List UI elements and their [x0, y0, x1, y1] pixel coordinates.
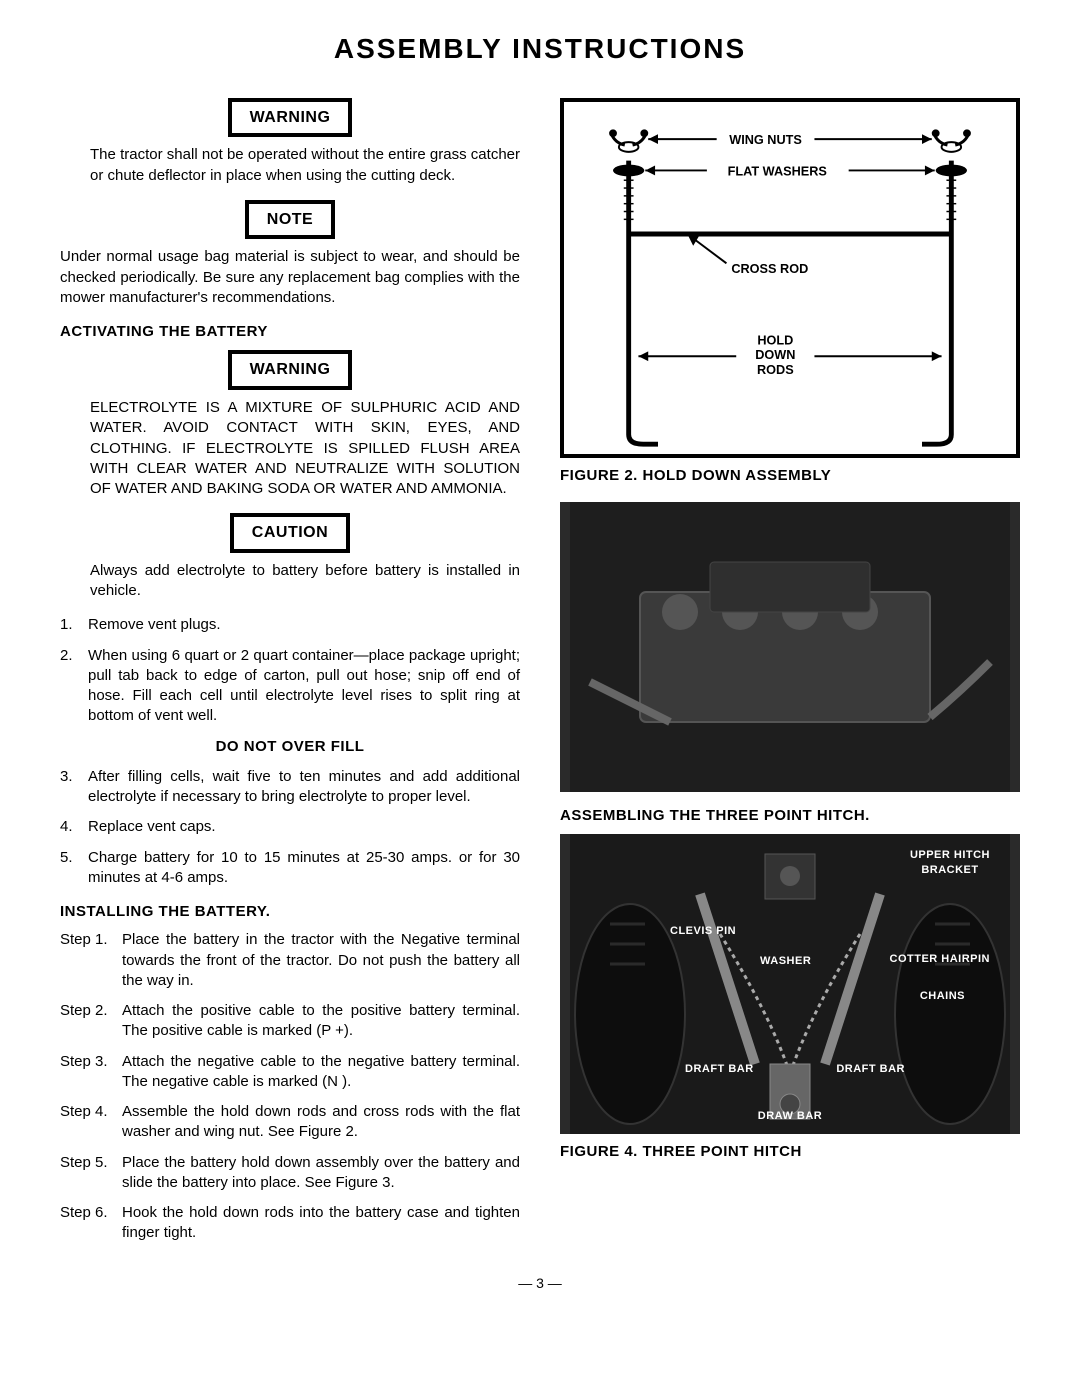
list-item-1: 1.Remove vent plugs.	[60, 615, 520, 635]
install-step-1: Step 1.Place the battery in the tractor …	[60, 930, 520, 991]
warning-text-1: The tractor shall not be operated withou…	[90, 145, 520, 186]
figure-2-diagram: WING NUTS FLAT WASHERS CROSS ROD HOLD DO…	[560, 98, 1020, 458]
page-title: ASSEMBLY INSTRUCTIONS	[60, 30, 1020, 68]
two-column-layout: WARNING The tractor shall not be operate…	[60, 98, 1020, 1254]
section-activating-battery: ACTIVATING THE BATTERY	[60, 322, 520, 342]
do-not-overfill: DO NOT OVER FILL	[60, 737, 520, 757]
install-step-6: Step 6.Hook the hold down rods into the …	[60, 1203, 520, 1244]
figure-4-photo: UPPER HITCH BRACKET CLEVIS PIN WASHER CO…	[560, 834, 1020, 1134]
warning-label: WARNING	[228, 98, 353, 138]
list-item-2: 2.When using 6 quart or 2 quart containe…	[60, 646, 520, 727]
figure-2-caption: FIGURE 2. HOLD DOWN ASSEMBLY	[560, 466, 1020, 486]
upper-hitch-label-1: UPPER HITCH	[910, 849, 990, 861]
clevis-pin-label: CLEVIS PIN	[670, 924, 736, 939]
section-assembling-hitch: ASSEMBLING THE THREE POINT HITCH.	[560, 806, 1020, 826]
list-item-4: 4.Replace vent caps.	[60, 817, 520, 837]
list-item-5: 5.Charge battery for 10 to 15 minutes at…	[60, 848, 520, 889]
svg-text:DOWN: DOWN	[755, 347, 795, 362]
svg-text:CROSS ROD: CROSS ROD	[731, 261, 808, 276]
figure-3-photo	[560, 502, 1020, 792]
upper-hitch-label-2: BRACKET	[921, 864, 978, 876]
page-number: — 3 —	[60, 1274, 1020, 1293]
note-text-1: Under normal usage bag material is subje…	[60, 247, 520, 308]
install-step-4: Step 4.Assemble the hold down rods and c…	[60, 1102, 520, 1143]
caution-text-1: Always add electrolyte to battery before…	[90, 561, 520, 602]
section-installing-battery: INSTALLING THE BATTERY.	[60, 902, 520, 922]
chains-label: CHAINS	[920, 989, 965, 1004]
note-label: NOTE	[245, 200, 335, 240]
svg-text:FLAT WASHERS: FLAT WASHERS	[728, 163, 827, 178]
warning-label-2: WARNING	[228, 350, 353, 390]
draft-bar-left-label: DRAFT BAR	[685, 1062, 754, 1077]
install-step-5: Step 5.Place the battery hold down assem…	[60, 1153, 520, 1194]
svg-text:HOLD: HOLD	[757, 332, 793, 347]
install-step-2: Step 2.Attach the positive cable to the …	[60, 1001, 520, 1042]
svg-text:RODS: RODS	[757, 362, 794, 377]
warning-text-2: ELECTROLYTE IS A MIXTURE OF SULPHURIC AC…	[90, 398, 520, 499]
draft-bar-right-label: DRAFT BAR	[836, 1062, 905, 1077]
washer-label: WASHER	[760, 954, 811, 969]
cotter-hairpin-label: COTTER HAIRPIN	[890, 952, 991, 967]
svg-text:WING NUTS: WING NUTS	[729, 132, 802, 147]
draw-bar-label: DRAW BAR	[758, 1109, 823, 1124]
left-column: WARNING The tractor shall not be operate…	[60, 98, 520, 1254]
install-step-3: Step 3.Attach the negative cable to the …	[60, 1052, 520, 1093]
right-column: WING NUTS FLAT WASHERS CROSS ROD HOLD DO…	[560, 98, 1020, 1254]
caution-label: CAUTION	[230, 513, 350, 553]
list-item-3: 3.After filling cells, wait five to ten …	[60, 767, 520, 808]
figure-4-caption: FIGURE 4. THREE POINT HITCH	[560, 1142, 1020, 1162]
